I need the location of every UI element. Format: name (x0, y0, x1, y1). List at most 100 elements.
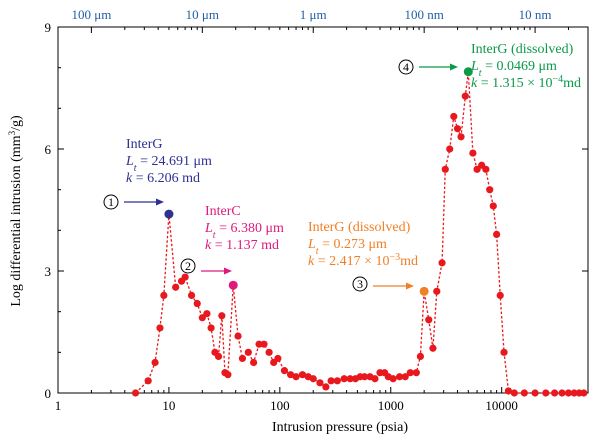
lt-value: = 0.0469 μm (482, 59, 557, 74)
annotation-k-3: k = 2.417 × 10−3md (308, 252, 418, 270)
data-point (333, 377, 341, 385)
lt-value: = 24.691 μm (137, 154, 212, 169)
k-symbol: k (308, 254, 315, 269)
number-label-3: 3 (357, 277, 363, 291)
data-point (438, 259, 446, 267)
plot-frame (57, 26, 589, 394)
x-tick-label: 10 (162, 398, 175, 413)
number-circle-4 (398, 59, 414, 75)
data-point (542, 389, 550, 397)
number-label-2: 2 (185, 259, 191, 273)
data-point (244, 348, 252, 356)
lt-symbol: L (204, 221, 213, 236)
data-point (500, 348, 508, 356)
top-tick-label: 1 μm (300, 7, 327, 22)
data-point (425, 316, 433, 324)
y-tick-label: 0 (45, 386, 52, 401)
data-point (298, 371, 307, 379)
annotation-title-4: InterG (dissolved) (471, 42, 574, 57)
k-value: = 1.315 × 10 (477, 76, 552, 91)
data-point (207, 324, 215, 332)
data-point (433, 287, 441, 295)
data-point (214, 352, 223, 360)
x-tick-label: 100 (270, 398, 290, 413)
data-point (457, 133, 465, 141)
y-tick-label: 9 (45, 20, 52, 35)
y-tick-label: 3 (45, 264, 52, 279)
data-point (316, 379, 324, 387)
arrow-head-3 (406, 282, 414, 290)
annotation-lt-4: Lt = 0.0469 μm (470, 59, 557, 79)
data-point (203, 310, 211, 318)
top-tick-label: 100 μm (71, 7, 111, 22)
annotation-title-3: InterG (dissolved) (308, 220, 411, 235)
data-point (265, 348, 273, 356)
data-point (340, 375, 348, 383)
highlight-point-1 (164, 209, 174, 219)
data-point (193, 299, 201, 308)
data-point (389, 375, 397, 383)
data-point (187, 291, 196, 299)
data-point (250, 358, 258, 367)
data-point (416, 352, 424, 360)
data-point (160, 291, 168, 299)
annotation-k-1: k = 6.206 md (126, 171, 200, 186)
y-axis-title-end: /g) (9, 115, 24, 131)
number-circle-2 (180, 258, 196, 274)
data-point (496, 291, 504, 299)
data-point (292, 373, 300, 381)
annotation-k-4: k = 1.315 × 10−4md (471, 74, 581, 92)
highlight-point-4 (463, 67, 473, 77)
data-point (238, 354, 247, 363)
data-point (286, 371, 295, 379)
data-point (280, 367, 289, 375)
x-axis-title: Intrusion pressure (psia) (272, 420, 408, 435)
k-exponent: −4 (553, 74, 564, 85)
data-point (461, 92, 469, 100)
data-point (551, 389, 559, 397)
data-point (395, 373, 404, 381)
highlight-point-3 (419, 286, 429, 296)
lt-value: = 0.273 μm (319, 237, 387, 252)
lt-value: = 6.380 μm (216, 221, 284, 236)
data-point (453, 125, 462, 133)
data-point (520, 389, 528, 397)
data-point (360, 373, 369, 381)
data-point (446, 145, 454, 153)
annotation-lt-1: Lt = 24.691 μm (125, 154, 212, 174)
data-point (412, 369, 420, 377)
data-point (441, 165, 449, 173)
data-point (224, 371, 232, 379)
lt-subscript: t (134, 163, 137, 174)
y-axis-title-sup: 3 (7, 130, 17, 135)
arrow-head-2 (224, 267, 232, 275)
annotation-k-2: k = 1.137 md (205, 238, 279, 253)
data-point (181, 273, 189, 281)
top-tick-label: 10 μm (186, 7, 219, 22)
data-point (371, 375, 379, 383)
k-value: = 1.137 md (211, 238, 279, 253)
data-point (151, 358, 159, 367)
k-value: = 2.417 × 10 (314, 254, 389, 269)
x-tick-label: 1 (55, 398, 62, 413)
data-point (309, 375, 317, 383)
data-point (327, 377, 335, 385)
k-unit: md (563, 76, 581, 91)
data-point (482, 165, 490, 173)
annotation-title-2: InterC (205, 204, 241, 219)
data-point (510, 389, 518, 397)
arrow-head-1 (156, 198, 164, 206)
data-point (486, 186, 494, 194)
data-point (218, 312, 226, 320)
number-label-1: 1 (108, 195, 114, 209)
data-point (531, 389, 539, 397)
x-tick-label: 1000 (378, 398, 404, 413)
data-point (234, 332, 242, 340)
lt-symbol: L (125, 154, 134, 169)
data-point (564, 389, 573, 397)
plot-border (57, 26, 589, 394)
lt-subscript: t (316, 246, 319, 257)
k-exponent: −3 (390, 252, 401, 263)
